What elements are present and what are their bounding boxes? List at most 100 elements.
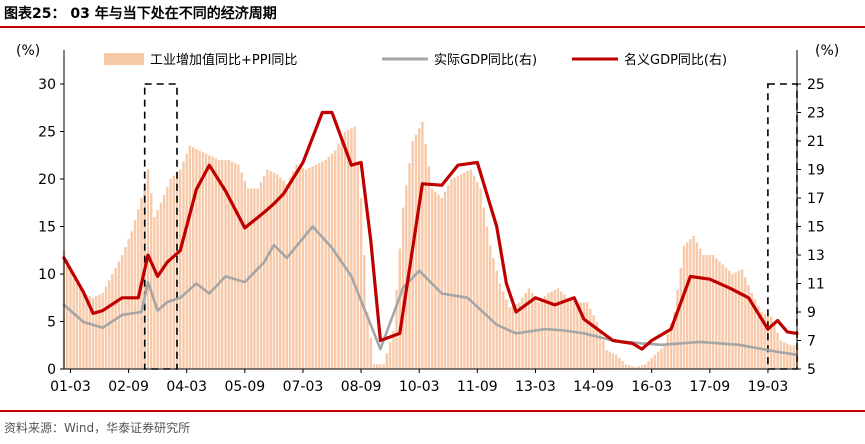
bar — [514, 304, 518, 369]
left-tick-label: 0 — [47, 362, 56, 378]
bar — [453, 177, 456, 369]
bar — [162, 194, 166, 369]
bar — [279, 177, 282, 369]
bar — [595, 321, 598, 369]
bar — [418, 128, 421, 369]
bar — [482, 207, 485, 369]
bar — [556, 288, 560, 370]
bar — [392, 331, 395, 369]
bar — [308, 167, 311, 369]
bar — [85, 294, 88, 369]
bar — [211, 156, 214, 369]
right-tick-label: 23 — [807, 106, 825, 122]
bar — [734, 272, 737, 369]
bar — [598, 331, 602, 369]
bar — [682, 245, 686, 369]
bar — [214, 158, 217, 369]
bar — [221, 160, 224, 369]
right-tick-label: 13 — [807, 248, 825, 264]
bar — [78, 288, 82, 369]
bar — [359, 198, 363, 369]
x-tick-label: 17-09 — [689, 379, 730, 395]
bar — [660, 348, 663, 369]
bar — [120, 255, 124, 369]
bar — [427, 166, 431, 369]
bar — [627, 365, 631, 369]
bar — [715, 258, 718, 369]
bar — [230, 161, 234, 369]
bar — [421, 122, 424, 369]
right-tick-label: 9 — [807, 305, 816, 321]
bar — [753, 299, 757, 369]
bar — [782, 342, 786, 369]
bar — [689, 239, 692, 369]
bar — [343, 131, 347, 369]
bar — [146, 169, 150, 369]
bar — [589, 308, 592, 369]
bar — [440, 198, 443, 369]
bar — [150, 193, 153, 370]
right-tick-label: 7 — [807, 334, 816, 350]
bar — [350, 128, 353, 369]
bar — [789, 345, 792, 370]
x-tick-label: 04-03 — [166, 379, 207, 395]
bar — [330, 153, 334, 369]
bar — [456, 175, 460, 369]
bar — [744, 277, 747, 369]
bar — [424, 144, 427, 369]
bar — [543, 296, 547, 369]
bar — [414, 134, 418, 369]
bar — [379, 364, 382, 370]
bar — [698, 248, 702, 369]
bar — [95, 296, 98, 369]
x-tick-label: 14-09 — [573, 379, 614, 395]
bar — [463, 172, 466, 369]
bar — [576, 302, 579, 369]
bar — [127, 239, 130, 369]
bar — [460, 174, 463, 370]
right-tick-label: 5 — [807, 362, 816, 378]
bar — [172, 175, 175, 369]
bar — [695, 242, 699, 369]
bar — [566, 297, 569, 370]
bar — [489, 245, 492, 369]
bar — [757, 305, 760, 369]
bar — [314, 164, 318, 370]
highlight-box — [143, 83, 178, 370]
left-axis-unit: (%) — [16, 43, 40, 59]
bar — [476, 182, 479, 369]
bar — [631, 366, 634, 369]
bar — [740, 269, 744, 370]
bar — [640, 365, 644, 369]
bar — [502, 291, 505, 369]
bar — [395, 289, 398, 369]
bar — [450, 179, 453, 369]
title-rule — [0, 26, 865, 28]
bottom-rule — [0, 410, 865, 412]
bar — [347, 129, 350, 369]
bar — [447, 185, 450, 369]
bar — [547, 293, 550, 369]
bar — [692, 236, 695, 369]
bar — [382, 364, 385, 370]
x-tick-label: 19-03 — [748, 379, 789, 395]
right-tick-label: 11 — [807, 277, 825, 293]
left-tick-label: 25 — [38, 125, 56, 141]
bar — [117, 261, 121, 369]
bar — [263, 175, 266, 369]
bar — [611, 353, 615, 369]
x-tick-label: 02-09 — [108, 379, 149, 395]
bar — [505, 299, 508, 369]
bar — [495, 270, 498, 369]
bar — [195, 148, 198, 369]
bar — [295, 164, 298, 370]
bar — [602, 340, 605, 369]
bar — [156, 209, 159, 369]
bar — [637, 366, 640, 369]
bar — [773, 324, 776, 369]
bar — [311, 166, 314, 369]
bar — [282, 180, 285, 369]
bar — [492, 258, 495, 369]
bar — [204, 153, 208, 369]
bar — [182, 161, 185, 369]
